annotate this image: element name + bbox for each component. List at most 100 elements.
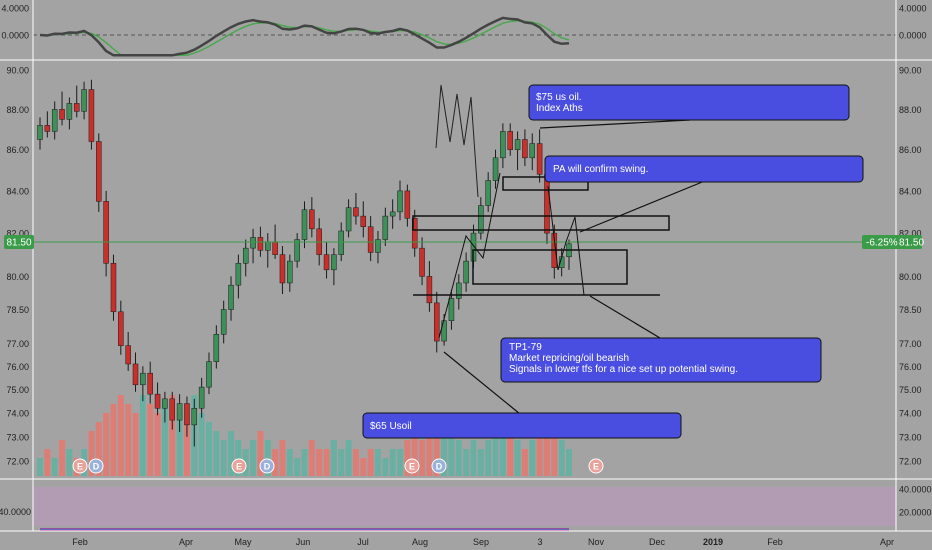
volume-bar [536, 431, 543, 476]
volume-bar [242, 449, 249, 476]
volume-bar [499, 422, 506, 476]
candle-body [235, 263, 242, 286]
price-tick-right: 78.50 [899, 305, 922, 315]
event-marker-label: D [93, 462, 100, 472]
candle-body [309, 209, 315, 230]
candle [345, 199, 352, 238]
volume-bar [147, 404, 154, 476]
candle [478, 197, 484, 240]
annotation-tp-line3: Signals in lower tfs for a nice set up p… [509, 364, 738, 375]
drawing-uptrend-swing[interactable] [438, 172, 501, 339]
volume-bar [477, 449, 484, 476]
price-tick-left: 74.00 [6, 408, 29, 418]
volume-bar [514, 440, 521, 476]
volume-bar [66, 449, 73, 476]
earnings-marker[interactable]: E [72, 458, 88, 474]
candle-body [96, 141, 102, 202]
event-marker-label: E [236, 462, 242, 472]
drawing-downswing-forecast[interactable] [547, 185, 585, 296]
price-tick-left: 72.00 [6, 457, 29, 467]
dividend-marker[interactable]: D [88, 458, 104, 474]
volume-bar [161, 404, 168, 476]
top-oscillator-axis: 4.0000 4.0000 0.0000 0.0000 [1, 4, 926, 41]
volume-bar [257, 431, 264, 476]
candle [360, 201, 367, 238]
annotation-75-us-oil[interactable]: $75 us oil. Index Aths [528, 84, 850, 121]
dividend-marker[interactable]: D [431, 458, 447, 474]
annotation-tp1[interactable]: TP1-79 Market repricing/oil bearish Sign… [500, 337, 822, 383]
price-tick-right: 90.00 [899, 66, 922, 76]
dividend-marker[interactable]: D [259, 458, 275, 474]
candle-body [434, 302, 440, 342]
candle [448, 289, 455, 330]
bottom-oscillator-pane[interactable] [33, 487, 896, 531]
volume-bar [323, 449, 330, 476]
price-tick-left: 84.00 [6, 186, 29, 196]
candle [73, 85, 80, 118]
candle [404, 184, 411, 227]
annotation-pa-text: PA will confirm swing. [553, 164, 648, 175]
drawing-zigzag-forecast[interactable] [435, 84, 479, 198]
volume-bar [521, 449, 528, 476]
candle-body [411, 217, 418, 249]
volume-bar [95, 422, 102, 476]
time-tick: Apr [880, 537, 894, 547]
volume-bar [485, 440, 492, 476]
annotation-65-usoil[interactable]: $65 Usoil [362, 412, 682, 439]
candle-body [162, 398, 168, 409]
candle-body [140, 372, 146, 386]
drawing-resistance-box-1[interactable] [412, 215, 670, 231]
time-tick: Nov [588, 537, 605, 547]
volume-bar [110, 404, 117, 476]
candle-body [132, 363, 139, 386]
volume-bar [220, 440, 227, 476]
candle-body [331, 254, 337, 271]
price-tick-left: 73.00 [6, 432, 29, 442]
volume-bar [463, 449, 470, 476]
top-osc-main-line [39, 16, 570, 57]
drawing-support-box[interactable] [472, 249, 628, 285]
candle-body [250, 237, 256, 249]
volume-bar [132, 413, 139, 476]
earnings-marker[interactable]: E [588, 458, 604, 474]
annotation-pa-confirm[interactable]: PA will confirm swing. [544, 155, 864, 183]
candle-body [382, 215, 389, 240]
volume-bar [338, 449, 345, 476]
candle [206, 352, 212, 395]
time-tick: Aug [412, 537, 428, 547]
candle [434, 291, 440, 353]
top-oscillator-pane[interactable] [33, 16, 896, 57]
candle-body [294, 239, 300, 262]
earnings-marker[interactable]: E [231, 458, 247, 474]
candle [367, 216, 374, 262]
price-tick-right: 72.00 [899, 457, 922, 467]
candle-body [81, 89, 87, 112]
candle [463, 252, 469, 292]
earnings-marker[interactable]: E [404, 458, 420, 474]
candle-body [37, 125, 43, 140]
candle-body [456, 282, 462, 299]
volume-bar [529, 440, 536, 476]
candle-body [44, 125, 51, 132]
volume-bar [37, 458, 43, 476]
candle-body [103, 201, 109, 264]
volume-bar [228, 431, 235, 476]
candle-body [228, 284, 234, 310]
candle-body [147, 372, 153, 395]
main-price-pane[interactable] [33, 79, 896, 476]
candle-body [66, 103, 73, 120]
time-axis: Feb Apr May Jun Jul Aug Sep 3 Nov Dec 2019 Feb Apr [72, 537, 894, 547]
time-tick: 2019 [703, 537, 723, 547]
candle-body [522, 139, 528, 159]
volume-bar [103, 413, 110, 476]
top-osc-tick-right: 0.0000 [899, 31, 927, 41]
last-price-label-left: 81.50 [6, 238, 31, 249]
volume-bar [352, 449, 359, 476]
time-tick: 3 [537, 537, 542, 547]
pointer-pa [579, 177, 713, 233]
volume-bar [345, 440, 352, 476]
volume-bar [419, 440, 426, 476]
volume-bar [301, 449, 308, 476]
